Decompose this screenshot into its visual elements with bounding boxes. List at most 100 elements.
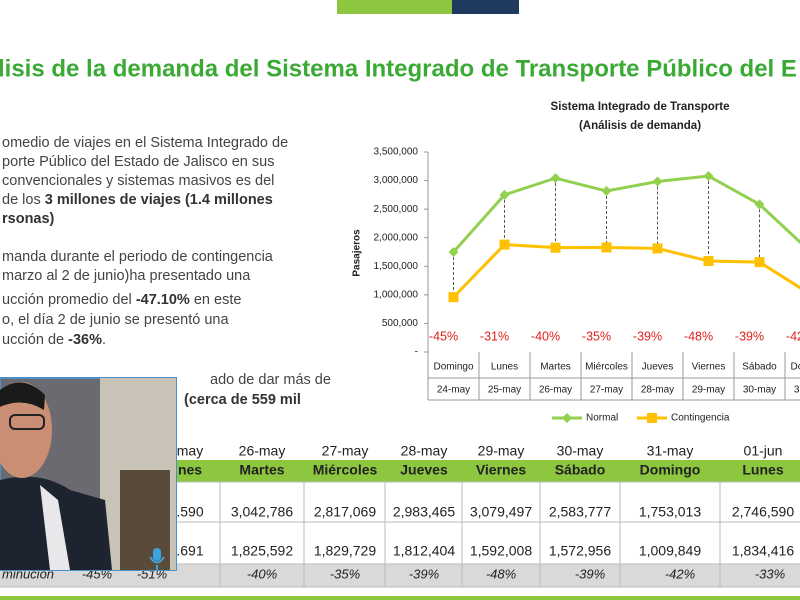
- table-cell: 2,746,590: [732, 504, 794, 520]
- table-cell: Sábado: [555, 462, 606, 478]
- text-run: de los: [2, 192, 45, 208]
- y-tick-label: 500,000: [382, 318, 419, 329]
- table-cell: -39%: [575, 566, 605, 581]
- table-cell: Domingo: [640, 462, 701, 478]
- table-cell: Viernes: [476, 462, 527, 478]
- table-cell: -42%: [665, 566, 695, 581]
- annotation: -39%: [735, 329, 764, 343]
- bottom-bar: [0, 596, 800, 600]
- point: [703, 171, 714, 182]
- table-cell: -40%: [247, 566, 277, 581]
- table-cell: 30-may: [557, 443, 604, 459]
- series-line: [452, 243, 800, 299]
- x-tick-date: 29-may: [692, 385, 725, 396]
- text-run: convencionales y sistemas masivos es del: [2, 173, 274, 189]
- table-cell: 1,829,729: [314, 543, 376, 559]
- video-overlay: [0, 377, 177, 571]
- x-tick-label: Martes: [540, 362, 571, 373]
- top-bar-blue: [452, 0, 519, 14]
- point: [754, 199, 765, 210]
- y-tick-label: -: [415, 347, 418, 358]
- annotation: -35%: [582, 329, 611, 343]
- x-tick-date: 24-may: [437, 385, 470, 396]
- table-cell: 29-may: [478, 443, 525, 459]
- text-run: rsonas): [2, 211, 55, 227]
- y-tick-label: 3,500,000: [374, 147, 419, 158]
- table-cell: 2,983,465: [393, 504, 455, 520]
- point: [601, 242, 612, 253]
- annotation: -48%: [684, 329, 713, 343]
- paragraph-line: ado de dar más de: [210, 372, 331, 388]
- point: [652, 243, 663, 254]
- chart-title: (Análisis de demanda): [579, 120, 701, 132]
- chart: Sistema Integrado de Transporte (Análisis…: [352, 101, 800, 424]
- paragraph-line: convencionales y sistemas masivos es del: [2, 173, 274, 189]
- table-cell: Miércoles: [313, 462, 378, 478]
- text-run: manda durante el periodo de contingencia: [2, 249, 274, 265]
- table-cell: 2,817,069: [314, 504, 376, 520]
- y-tick-label: 3,000,000: [374, 175, 419, 186]
- x-tick-date: 31-may: [794, 385, 800, 396]
- table-cell: 27-may: [322, 443, 369, 459]
- table-cell: 1,572,956: [549, 543, 611, 559]
- text-run: .: [102, 332, 106, 348]
- text-run: ha presentado una: [129, 268, 251, 284]
- table-cell: -39%: [409, 566, 439, 581]
- text-run: omedio de viajes en el Sistema Integrado…: [2, 135, 288, 151]
- table-cell: nes: [178, 462, 202, 478]
- point: [499, 189, 510, 200]
- text-run: ado de dar más de: [210, 372, 331, 388]
- x-tick-label: Lunes: [491, 362, 518, 373]
- text-run: o, el día 2 de junio se presentó una: [2, 312, 229, 328]
- point: [448, 247, 459, 257]
- y-tick-label: 2,500,000: [374, 204, 419, 215]
- table-cell: 1,753,013: [639, 504, 701, 520]
- paragraph-line: o, el día 2 de junio se presentó una: [2, 312, 229, 328]
- y-tick-label: 2,000,000: [374, 232, 419, 243]
- paragraph-line: ucción promedio del -47.10% en este: [2, 292, 241, 308]
- top-bar-green: [337, 0, 452, 14]
- table-cell: -33%: [755, 566, 785, 581]
- chart-title: Sistema Integrado de Transporte: [551, 101, 730, 113]
- table-cell: 1,592,008: [470, 543, 532, 559]
- paragraph-line: omedio de viajes en el Sistema Integrado…: [2, 135, 288, 151]
- paragraph-line: de los 3 millones de viajes (1.4 millone…: [2, 192, 273, 208]
- table-cell: 31-may: [647, 443, 694, 459]
- paragraph-line: ucción de -36%.: [2, 332, 106, 348]
- table-cell: 28-may: [401, 443, 448, 459]
- x-tick-date: 26-may: [539, 385, 572, 396]
- table-cell: 3,042,786: [231, 504, 293, 520]
- point: [754, 257, 765, 268]
- point: [703, 256, 714, 267]
- annotation: -39%: [633, 329, 662, 343]
- x-tick-label: Domingo: [790, 362, 800, 373]
- x-tick-label: Viernes: [692, 362, 726, 373]
- text-run: marzo al 2 de junio): [2, 268, 129, 284]
- paragraph-line: marzo al 2 de junio)ha presentado una: [2, 268, 251, 284]
- table-cell: 1,812,404: [393, 543, 455, 559]
- x-tick-label: Sábado: [742, 362, 777, 373]
- x-tick-date: 27-may: [590, 385, 623, 396]
- text-run: en este: [190, 292, 242, 308]
- table-cell: 1,009,849: [639, 543, 701, 559]
- table-cell: .590: [176, 504, 203, 520]
- table-cell: Jueves: [400, 462, 448, 478]
- legend-label: Normal: [586, 413, 618, 424]
- table-cell: 3,079,497: [470, 504, 532, 520]
- text-run: porte Público del Estado de Jalisco en s…: [2, 154, 274, 170]
- header-bar: [0, 460, 800, 482]
- y-tick-label: 1,000,000: [374, 289, 419, 300]
- x-tick-label: Domingo: [433, 362, 473, 373]
- legend-marker: [562, 413, 572, 423]
- reduction-bar: [0, 564, 800, 587]
- legend-marker: [647, 413, 657, 423]
- y-tick-label: 1,500,000: [374, 261, 419, 272]
- paragraph-line: (cerca de 559 mil: [184, 392, 301, 408]
- point: [550, 242, 561, 253]
- legend-label: Contingencia: [671, 413, 730, 424]
- text-run: -47.10%: [136, 292, 190, 308]
- annotation: -31%: [480, 329, 509, 343]
- table-cell: .691: [176, 543, 203, 559]
- table-cell: 01-jun: [744, 443, 783, 459]
